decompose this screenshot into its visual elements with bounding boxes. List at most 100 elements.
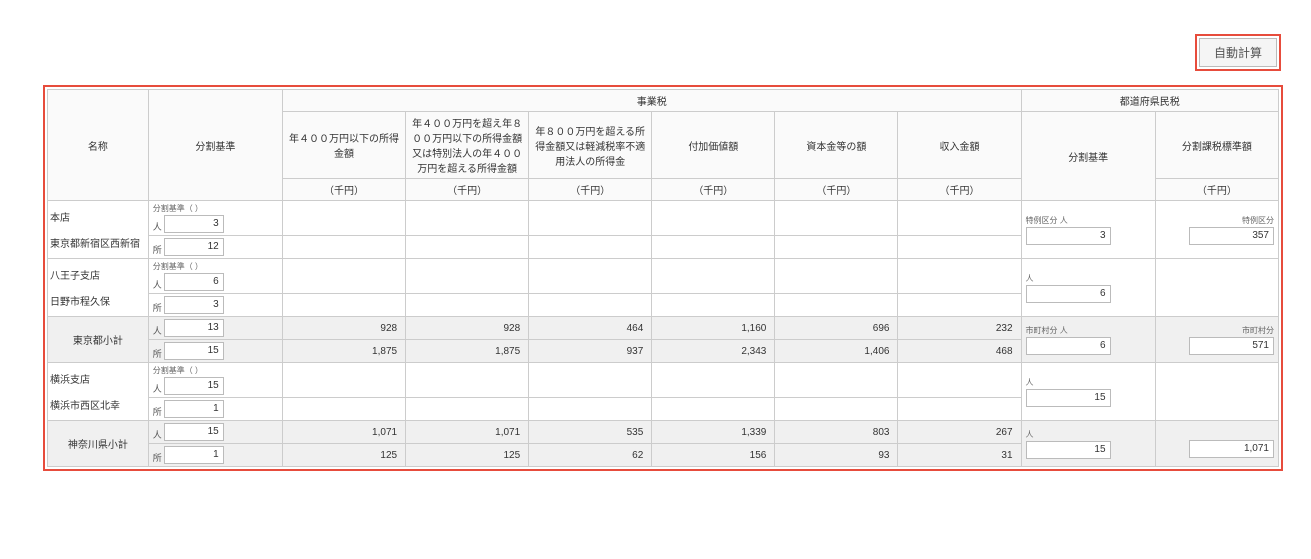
empty-cell (775, 259, 898, 294)
subtotal-value: 31 (898, 444, 1021, 467)
unit-1: （千円） (282, 179, 405, 201)
empty-cell (775, 236, 898, 259)
subtotal-value: 1,339 (652, 421, 775, 444)
empty-cell (898, 398, 1021, 421)
k-jin-label: 人 (1026, 273, 1034, 284)
jin-label: 人 (153, 324, 162, 337)
value-field[interactable]: 1 (164, 400, 224, 418)
subtotal-value: 125 (406, 444, 529, 467)
jin-label: 人 (153, 278, 162, 291)
empty-cell (652, 398, 775, 421)
empty-cell (406, 363, 529, 398)
empty-cell (406, 201, 529, 236)
value-field[interactable]: 357 (1189, 227, 1274, 245)
value-field[interactable]: 3 (164, 296, 224, 314)
sho-label: 所 (153, 301, 162, 314)
jin-label: 人 (153, 382, 162, 395)
value-field[interactable]: 571 (1189, 337, 1274, 355)
empty-cell (775, 363, 898, 398)
subtotal-row: 神奈川県小計人151,0711,0715351,339803267人151,07… (48, 421, 1279, 444)
auto-calc-button[interactable]: 自動計算 (1199, 38, 1277, 67)
header-bunkatsu: 分割基準 (148, 90, 282, 201)
row-name: 横浜支店横浜市西区北幸 (48, 363, 149, 421)
header-hyojun: 分割課税標準額 (1155, 112, 1278, 179)
empty-cell (282, 294, 405, 317)
sho-label: 所 (153, 405, 162, 418)
k-jin-label: 人 (1026, 377, 1034, 388)
subtotal-value: 803 (775, 421, 898, 444)
empty-cell (652, 363, 775, 398)
empty-cell (529, 363, 652, 398)
empty-cell (652, 201, 775, 236)
subtotal-value: 464 (529, 317, 652, 340)
empty-cell (652, 294, 775, 317)
value-field[interactable]: 6 (1026, 337, 1111, 355)
value-field[interactable]: 15 (1026, 441, 1111, 459)
empty-cell (775, 294, 898, 317)
empty-cell (898, 201, 1021, 236)
subtotal-value: 1,071 (282, 421, 405, 444)
value-field[interactable]: 6 (164, 273, 224, 291)
subtotal-value: 1,071 (406, 421, 529, 444)
empty-cell (282, 236, 405, 259)
row-name: 八王子支店日野市程久保 (48, 259, 149, 317)
value-field[interactable]: 1,071 (1189, 440, 1274, 458)
unit-6: （千円） (898, 179, 1021, 201)
header-c4: 付加価値額 (652, 112, 775, 179)
value-field[interactable]: 3 (164, 215, 224, 233)
subtotal-value: 1,406 (775, 340, 898, 363)
value-field[interactable]: 15 (164, 342, 224, 360)
subtotal-value: 1,875 (282, 340, 405, 363)
tiny-bunkatsu: 分割基準（ ） (153, 203, 203, 214)
subtotal-name: 東京都小計 (48, 317, 149, 363)
value-field[interactable]: 3 (1026, 227, 1111, 245)
empty-cell (529, 236, 652, 259)
tiny-bunkatsu: 分割基準（ ） (153, 365, 203, 376)
value-field[interactable]: 6 (1026, 285, 1111, 303)
value-field[interactable]: 15 (164, 377, 224, 395)
header-c2: 年４００万円を超え年８００万円以下の所得金額又は特別法人の年４００万円を超える所… (406, 112, 529, 179)
subtotal-value: 468 (898, 340, 1021, 363)
value-field[interactable]: 15 (1026, 389, 1111, 407)
k-label: 特例区分 (1242, 215, 1274, 226)
unit-3: （千円） (529, 179, 652, 201)
header-c1: 年４００万円以下の所得金額 (282, 112, 405, 179)
sho-label: 所 (153, 451, 162, 464)
k-jin-label: 特例区分 人 (1026, 215, 1068, 226)
subtotal-value: 1,160 (652, 317, 775, 340)
k-jin-label: 市町村分 人 (1026, 325, 1068, 336)
subtotal-value: 232 (898, 317, 1021, 340)
empty-cell (775, 398, 898, 421)
value-field[interactable]: 1 (164, 446, 224, 464)
subtotal-value: 928 (282, 317, 405, 340)
unit-7: （千円） (1155, 179, 1278, 201)
empty-cell (898, 236, 1021, 259)
jin-label: 人 (153, 220, 162, 233)
subtotal-value: 937 (529, 340, 652, 363)
value-field[interactable]: 15 (164, 423, 224, 441)
header-jigyo: 事業税 (282, 90, 1021, 112)
row-name: 本店東京都新宿区西新宿 (48, 201, 149, 259)
tax-table: 名称 分割基準 事業税 都道府県民税 年４００万円以下の所得金額 年４００万円を… (47, 89, 1279, 467)
k-jin-label: 人 (1026, 429, 1034, 440)
subtotal-value: 2,343 (652, 340, 775, 363)
sho-label: 所 (153, 243, 162, 256)
subtotal-value: 696 (775, 317, 898, 340)
empty-cell (406, 236, 529, 259)
data-row: 本店東京都新宿区西新宿分割基準（ ）人3特例区分 人3特例区分357 (48, 201, 1279, 236)
auto-calc-highlight: 自動計算 (1195, 34, 1281, 71)
empty-cell (529, 398, 652, 421)
subtotal-value: 928 (406, 317, 529, 340)
jin-label: 人 (153, 428, 162, 441)
header-name: 名称 (48, 90, 149, 201)
header-kenmin: 都道府県民税 (1021, 90, 1278, 112)
empty-cell (282, 363, 405, 398)
tax-table-highlight: 名称 分割基準 事業税 都道府県民税 年４００万円以下の所得金額 年４００万円を… (43, 85, 1283, 471)
unit-4: （千円） (652, 179, 775, 201)
subtotal-name: 神奈川県小計 (48, 421, 149, 467)
value-field[interactable]: 13 (164, 319, 224, 337)
subtotal-value: 62 (529, 444, 652, 467)
empty-cell (406, 294, 529, 317)
value-field[interactable]: 12 (164, 238, 224, 256)
subtotal-value: 535 (529, 421, 652, 444)
